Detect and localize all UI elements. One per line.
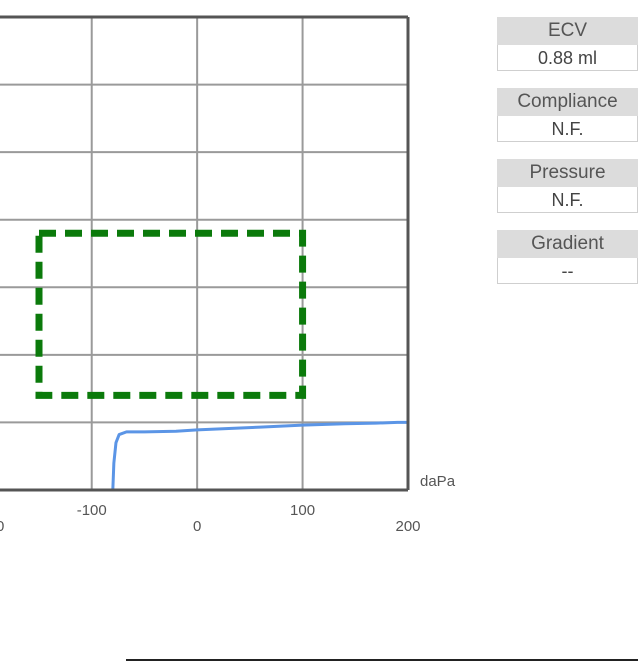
compliance-panel: Compliance N.F. xyxy=(497,88,638,142)
reference-box xyxy=(35,229,307,399)
x-tick-label-2: 100 xyxy=(290,502,315,519)
chart-frame xyxy=(0,15,410,492)
reference-box-group xyxy=(35,229,307,399)
ecv-value: 0.88 ml xyxy=(497,45,638,71)
ecv-label: ECV xyxy=(497,17,638,45)
series-line-0 xyxy=(111,420,408,491)
bottom-divider xyxy=(126,659,638,661)
pressure-label: Pressure xyxy=(497,159,638,187)
tympanogram-chart: -100 0 100 200 0 daPa xyxy=(0,15,456,535)
series-group xyxy=(111,420,408,491)
x-tick-label-1: 0 xyxy=(193,518,201,535)
gradient-label: Gradient xyxy=(497,230,638,258)
x-tick-label-0: -100 xyxy=(77,502,107,519)
x-tick-label-3: 200 xyxy=(395,518,420,535)
gradient-panel: Gradient -- xyxy=(497,230,638,284)
ecv-panel: ECV 0.88 ml xyxy=(497,17,638,71)
x-axis-unit-label: daPa xyxy=(420,473,456,490)
pressure-value: N.F. xyxy=(497,187,638,213)
pressure-panel: Pressure N.F. xyxy=(497,159,638,213)
compliance-label: Compliance xyxy=(497,88,638,116)
gradient-value: -- xyxy=(497,258,638,284)
chart-grid xyxy=(0,17,408,490)
x-tick-labels: -100 0 100 200 0 xyxy=(0,502,421,535)
x-tick-label-partial: 0 xyxy=(0,518,4,535)
compliance-value: N.F. xyxy=(497,116,638,142)
